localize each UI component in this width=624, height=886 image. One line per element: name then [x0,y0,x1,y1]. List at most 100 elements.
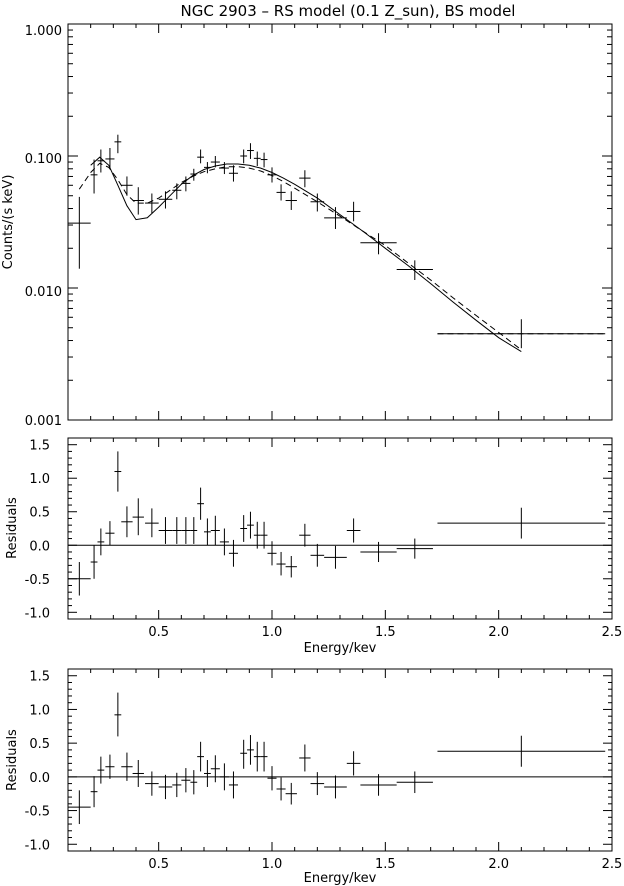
data-point [360,233,397,255]
residual-point [114,451,122,492]
data-point [132,187,144,215]
data-point [204,162,211,174]
residual-point [247,511,254,539]
y-tick-label: 0.001 [25,414,62,429]
y-tick-label: 0.0 [29,539,50,554]
x-tick-label: 1.0 [262,625,283,640]
residual-point [267,541,277,566]
residual-point [299,523,311,547]
residuals-x-axis-label: Energy/kev [304,871,377,886]
residual-point [68,562,91,596]
residual-point [172,772,182,798]
residual-point [181,517,191,544]
residual-point [346,751,361,776]
y-tick-label: 0.5 [29,737,50,752]
y-tick-label: 1.5 [29,439,50,454]
data-point [437,319,606,349]
residual-point [105,521,115,546]
data-point [121,176,133,196]
residual-point [97,756,105,784]
residual-point [68,790,91,825]
data-point [105,147,115,169]
residual-point [204,760,211,787]
data-point [260,152,268,168]
x-tick-label: 1.5 [375,857,396,872]
data-point [247,143,254,159]
x-tick-label: 0.5 [148,625,169,640]
data-point [97,149,105,173]
spectrum-panel: NGC 2903 – RS model (0.1 Z_sun), BS mode… [1,2,613,429]
residual-point [158,774,173,800]
residual-point [190,517,198,544]
y-tick-label: -1.0 [25,606,50,621]
spectrum-y-tick-labels: 0.001 0.010 0.100 1.000 [25,24,62,429]
residual-point [132,498,144,536]
residual-point [276,777,286,801]
residual-point [197,741,204,772]
residual-point [324,545,347,569]
data-point [276,184,286,201]
data-point [346,201,361,222]
y-tick-label: 1.0 [29,703,50,718]
residual-point [299,744,311,772]
x-tick-label: 1.5 [375,625,396,640]
spectrum-ticks [68,23,613,421]
y-tick-label: -0.5 [25,805,50,820]
x-tick-label: 2.0 [488,857,509,872]
residual-point [437,735,606,767]
residual-point [360,541,397,563]
residual-point [285,782,297,805]
residuals-data-points [68,451,606,596]
y-tick-label: 1.0 [29,472,50,487]
residuals-x-tick-labels: 0.5 1.0 1.5 2.0 2.5 [148,625,622,640]
x-tick-label: 1.0 [262,857,283,872]
residual-point [204,518,211,546]
residual-point [90,776,98,808]
residual-point [197,487,204,520]
residuals-y-axis-label: Residuals [5,497,20,559]
residual-point [97,528,105,556]
data-point [324,207,347,229]
residual-point [396,538,433,559]
data-point [158,191,173,209]
residual-point [210,515,220,546]
rs-model-curve [90,156,522,353]
x-tick-label: 2.0 [488,625,509,640]
residual-point [181,768,191,793]
residual-point [260,741,268,772]
y-tick-label: 1.5 [29,670,50,685]
data-point [210,156,220,168]
residual-point [121,752,133,781]
residual-point [396,771,433,794]
x-tick-label: 2.5 [602,857,623,872]
y-tick-label: 0.100 [25,152,62,167]
data-point [285,191,297,210]
y-tick-label: 1.000 [25,24,62,39]
residual-point [324,775,347,799]
data-point [197,149,204,164]
residual-point [360,774,397,796]
residual-point [90,545,98,579]
residual-point [121,506,133,538]
residual-point [346,518,361,543]
data-point [240,149,248,164]
residual-point [145,771,159,796]
residuals-plot-frame [67,437,613,620]
residuals-x-axis-label: Energy/kev [304,641,377,656]
residual-point [310,772,325,796]
data-point [228,165,238,182]
data-point [181,176,191,192]
spectrum-y-axis-label: Counts/(s keV) [1,175,16,270]
x-tick-label: 2.5 [602,625,623,640]
residuals-panel-2: -1.0 -0.5 0.0 0.5 1.0 1.5 0.5 1.0 1.5 2.… [5,668,623,886]
data-point [396,260,433,280]
data-point [299,170,311,188]
residuals-ticks [68,669,613,851]
x-tick-label: 0.5 [148,857,169,872]
spectrum-data-points [68,134,606,349]
y-tick-label: -0.5 [25,573,50,588]
residuals-data-points [68,692,606,825]
residual-point [219,763,229,791]
bs-model-curve [78,162,522,351]
residual-point [145,508,159,538]
